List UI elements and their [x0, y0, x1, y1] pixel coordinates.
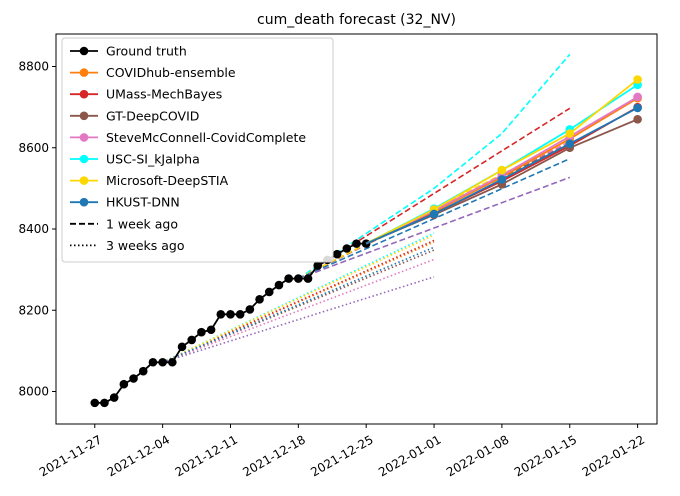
- ground-truth-point: [303, 274, 313, 283]
- y-tick-label: 8200: [18, 303, 49, 317]
- forecast-point: [497, 175, 507, 184]
- one-week-ago-line: [297, 53, 571, 280]
- ground-truth-point: [245, 305, 255, 314]
- legend-label: SteveMcConnell-CovidComplete: [106, 130, 306, 145]
- forecast-point: [633, 115, 642, 124]
- legend-swatch-marker: [79, 46, 89, 56]
- ground-truth-point: [294, 274, 303, 283]
- one-week-ago-line: [298, 176, 571, 280]
- y-tick-label: 8600: [18, 141, 49, 155]
- forecast-point: [633, 103, 642, 113]
- legend-label: 1 week ago: [106, 216, 178, 231]
- legend-box: [61, 37, 334, 263]
- chart-title: cum_death forecast (32_NV): [257, 12, 456, 28]
- legend-label: COVIDhub-ensemble: [106, 65, 236, 80]
- legend: Ground truth COVIDhub-ensemble UMass-MechB…: [61, 37, 334, 263]
- x-tick-label: 2021-12-25: [308, 432, 375, 479]
- ground-truth-point: [187, 335, 197, 345]
- plot-area: [90, 53, 642, 408]
- y-tick-label: 8800: [18, 60, 49, 74]
- three-weeks-ago-line: [162, 246, 435, 364]
- three-weeks-ago-line: [162, 258, 435, 364]
- forecast-point: [565, 129, 575, 138]
- ground-truth-point: [264, 287, 274, 297]
- ground-truth-point: [90, 398, 100, 408]
- legend-swatch-marker: [79, 111, 89, 121]
- ground-truth-point: [109, 393, 119, 402]
- legend-label: GT-DeepCOVID: [106, 108, 199, 123]
- ground-truth-point: [274, 280, 284, 290]
- ground-truth-point: [226, 310, 235, 319]
- forecast-line: [365, 84, 639, 245]
- forecast-point: [633, 75, 642, 84]
- ground-truth-point: [168, 357, 177, 367]
- legend-swatch-marker: [79, 197, 89, 207]
- ground-truth-point: [342, 244, 352, 253]
- legend-swatch-marker: [79, 176, 89, 185]
- ground-truth-point: [352, 239, 361, 248]
- forecast-line: [365, 78, 639, 245]
- forecast-point: [633, 92, 642, 102]
- x-tick-label: 2021-11-27: [37, 432, 104, 479]
- legend-label: Microsoft-DeepSTIA: [106, 173, 229, 188]
- legend-swatch-marker: [79, 154, 89, 164]
- legend-label: HKUST-DNN: [106, 195, 180, 210]
- ground-truth-point: [206, 325, 216, 335]
- x-tick-label: 2022-01-08: [444, 432, 511, 479]
- legend-swatch-marker: [79, 68, 89, 77]
- ground-truth-point: [177, 342, 187, 352]
- legend-label: UMass-MechBayes: [106, 87, 222, 102]
- y-tick-label: 8400: [18, 222, 49, 236]
- legend-swatch-marker: [79, 133, 89, 142]
- x-tick-label: 2022-01-01: [376, 432, 443, 479]
- ground-truth-point: [148, 357, 158, 367]
- ground-truth-point: [119, 379, 129, 389]
- ground-truth-point: [138, 366, 148, 376]
- forecast-point: [565, 139, 575, 148]
- x-tick-label: 2022-01-15: [512, 432, 579, 479]
- x-tick-label: 2022-01-22: [580, 432, 647, 479]
- x-tick-label: 2021-12-04: [105, 432, 172, 479]
- legend-label: 3 weeks ago: [106, 238, 185, 253]
- ground-truth-point: [313, 261, 323, 270]
- ground-truth-point: [216, 310, 226, 319]
- legend-label: Ground truth: [106, 44, 187, 59]
- ground-truth-point: [255, 294, 264, 304]
- forecast-point: [429, 209, 439, 219]
- legend-label: USC-SI_kJalpha: [106, 152, 200, 167]
- ground-truth-point: [158, 357, 167, 367]
- ground-truth-point: [100, 398, 109, 408]
- three-weeks-ago-line: [162, 276, 435, 364]
- three-weeks-ago-line: [162, 239, 435, 364]
- forecast-point: [497, 165, 507, 175]
- ground-truth-point: [361, 239, 371, 248]
- ground-truth-point: [129, 374, 138, 383]
- ground-truth-point: [235, 310, 245, 319]
- ground-truth-point: [197, 327, 206, 337]
- ground-truth-point: [332, 249, 342, 259]
- y-tick-label: 8000: [18, 385, 49, 399]
- ground-truth-point: [284, 274, 293, 283]
- legend-swatch-marker: [79, 89, 89, 99]
- x-tick-label: 2021-12-11: [173, 432, 240, 479]
- x-tick-label: 2021-12-18: [240, 432, 307, 479]
